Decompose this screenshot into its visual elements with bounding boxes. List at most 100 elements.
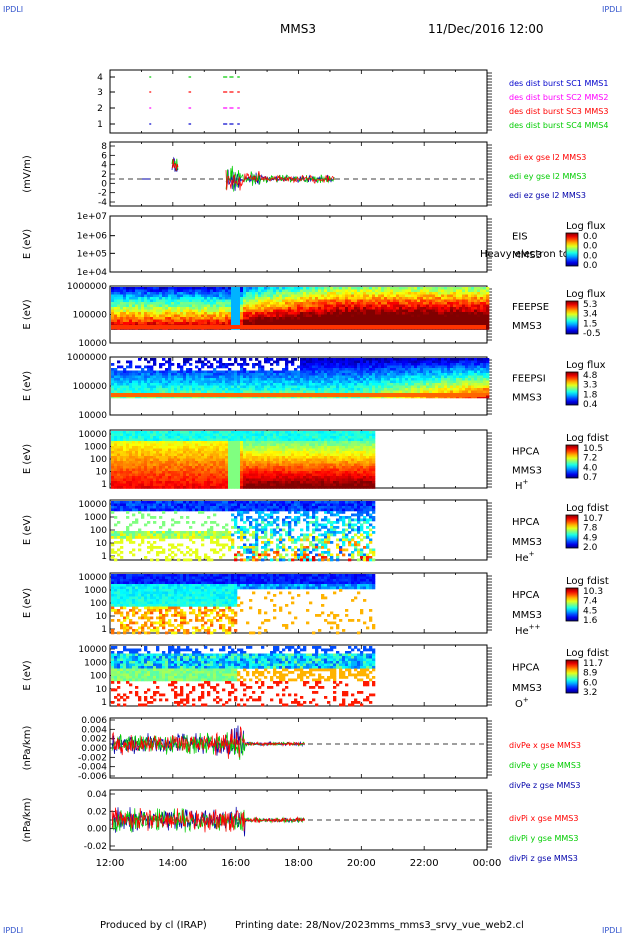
divpi-y-tick-label: -0.02 [84,842,107,852]
hpca-o-species-label: O+ [515,696,529,710]
eis-instrument-label: EIS [512,232,528,243]
burst-y-tick-label: 2 [97,104,103,114]
burst-y-tick-label: 3 [97,88,103,98]
feepse-colorbar [566,301,578,334]
hpca-he2-y-tick-label: 1 [101,625,107,635]
hpca-o-heatmap-cells [111,646,375,706]
divpe-y-axis-label: (nPa/km) [22,726,33,771]
hpca-h-colorbar-tick-label: 4.0 [583,463,598,473]
hpca-o-spacecraft-label: MMS3 [512,683,542,694]
time-axis-tick-label: 22:00 [410,858,439,869]
feepsi-low-energy-band [111,393,486,397]
hpca-h-colorbar-tick-label: 10.5 [583,444,603,454]
divpi-y-axis-label: (nPa/km) [22,798,33,843]
hpca-h-species-label: H+ [515,478,529,492]
divpe-legend-entry: divPe z gse MMS3 [509,781,580,790]
hpca-o-colorbar [566,660,578,693]
feepsi-heatmap-cells [111,358,489,398]
edi-panel-frame [110,142,487,206]
burst-legend-entry: des dist burst SC3 MMS3 [509,107,608,116]
hpca-he2-colorbar [566,588,578,621]
edi-legend-entry: edi ey gse l2 MMS3 [509,172,587,181]
hpca-he2-y-tick-label: 10 [96,612,108,622]
feepsi-colorbar-title: Log flux [566,360,606,371]
hpca-he2-y-tick-label: 1000 [84,586,107,596]
feepse-y-tick-label: 10000 [78,339,107,349]
divpi-legend-entry: divPi x gse MMS3 [509,814,578,823]
hpca-he1-colorbar-tick-label: 2.0 [583,543,598,553]
divpe-legend-entry: divPe x gse MMS3 [509,741,581,750]
feepse-y-tick-label: 100000 [73,311,108,321]
feepsi-y-tick-label: 10000 [78,411,107,421]
hpca-he1-species-label: He+ [515,550,535,564]
eis-colorbar [566,233,578,266]
eis-y-tick-label: 1e+06 [77,232,108,242]
footer-produced-by: Produced by cl (IRAP) [100,920,207,931]
feepsi-colorbar-tick-label: 1.8 [583,390,598,400]
feepsi-y-tick-label: 1000000 [67,353,107,363]
hpca-h-spacecraft-label: MMS3 [512,466,542,477]
edi-y-tick-label: -4 [98,198,107,208]
feepsi-spacecraft-label: MMS3 [512,393,542,404]
divpi-legend-entry: divPi y gse MMS3 [509,834,578,843]
feepse-low-energy-band [111,325,486,329]
hpca-o-y-axis-label: E (eV) [22,660,33,690]
hpca-h-y-axis-label: E (eV) [22,444,33,474]
hpca-he2-colorbar-tick-label: 1.6 [583,616,598,626]
hpca-o-y-tick-label: 1 [101,698,107,708]
hpca-o-y-tick-label: 10 [96,685,108,695]
feepse-colorbar-tick-label: 1.5 [583,319,597,329]
hpca-o-colorbar-tick-label: 8.9 [583,669,598,679]
burst-legend-entry: des dist burst SC2 MMS2 [509,93,608,102]
eis-colorbar-tick-label: 0.0 [583,251,598,261]
hpca-h-y-tick-label: 100 [90,455,107,465]
hpca-he2-colorbar-tick-label: 7.4 [583,597,598,607]
time-axis-tick-label: 12:00 [96,858,125,869]
feepsi-colorbar-tick-label: 3.3 [583,381,597,391]
divpi-y-tick-label: 0.00 [87,825,107,835]
hpca-he1-instrument-label: HPCA [512,517,540,528]
datetime-title: 11/Dec/2016 12:00 [428,22,544,36]
hpca-h-colorbar-tick-label: 0.7 [583,473,597,483]
hpca-h-colorbar-tick-label: 7.2 [583,454,597,464]
feepse-colorbar-title: Log flux [566,289,606,300]
hpca-he2-colorbar-title: Log fdist [566,576,609,587]
feepse-instrument-label: FEEPSE [512,302,549,313]
footer-filename: mms_mms3_srvy_vue_web2.cl [370,920,524,931]
hpca-h-y-tick-label: 1 [101,480,107,490]
hpca-he2-y-axis-label: E (eV) [22,588,33,618]
burst-legend-entry: des dist burst SC4 MMS4 [509,121,608,130]
corner-label-top-left: IPDLI [3,5,23,14]
burst-y-tick-label: 1 [97,120,103,130]
hpca-o-colorbar-tick-label: 6.0 [583,678,598,688]
time-axis-tick-label: 00:00 [473,858,502,869]
time-axis-tick-label: 14:00 [158,858,187,869]
feepsi-instrument-label: FEEPSI [512,373,546,384]
hpca-he1-y-tick-label: 100 [90,526,107,536]
hpca-o-colorbar-tick-label: 11.7 [583,659,603,669]
feepse-heatmap-cells [111,287,489,330]
hpca-he1-heatmap-cells [111,501,375,561]
hpca-he1-y-tick-label: 10 [96,539,108,549]
feepse-y-axis-label: E (eV) [22,299,33,329]
feepse-spacecraft-label: MMS3 [512,321,542,332]
burst-legend-entry: des dist burst SC1 MMS1 [509,79,608,88]
burst-y-tick-label: 4 [97,73,103,83]
time-axis-tick-label: 16:00 [221,858,250,869]
eis-y-tick-label: 1e+04 [77,268,108,278]
hpca-he1-spacecraft-label: MMS3 [512,537,542,548]
feepse-colorbar-tick-label: 3.4 [583,310,598,320]
footer-printing-date: Printing date: 28/Nov/2023 [235,920,370,931]
eis-colorbar-tick-label: 0.0 [583,261,598,271]
hpca-he2-species-label: He++ [515,623,541,637]
divpi-y-tick-label: 0.04 [87,790,107,800]
feepsi-y-tick-label: 100000 [73,382,108,392]
hpca-he1-colorbar-tick-label: 7.8 [583,524,598,534]
hpca-he1-y-axis-label: E (eV) [22,515,33,545]
divpe-series-line [112,727,305,759]
hpca-he1-y-tick-label: 1000 [84,513,107,523]
edi-legend-entry: edi ez gse l2 MMS3 [509,191,586,200]
hpca-h-y-tick-label: 10 [96,468,108,478]
time-axis-tick-label: 20:00 [347,858,376,869]
eis-y-axis-label: E (eV) [22,229,33,259]
